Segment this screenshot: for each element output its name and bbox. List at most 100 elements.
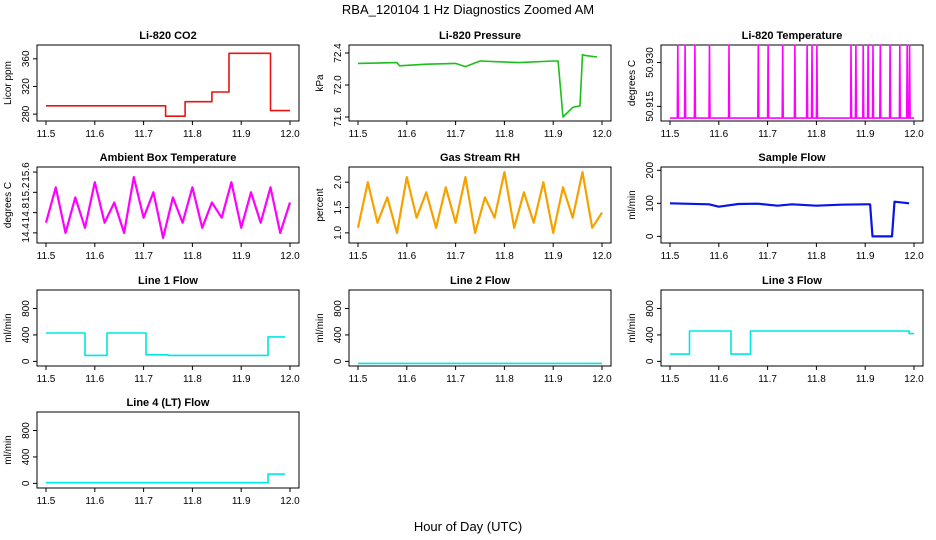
x-tick-label: 12.0: [280, 129, 300, 140]
series-line: [46, 52, 290, 117]
y-tick-label: 320: [21, 78, 32, 95]
chart-title: Ambient Box Temperature: [100, 152, 237, 164]
x-tick-label: 11.9: [544, 374, 563, 385]
y-tick-label: 360: [21, 50, 32, 67]
y-tick-label: 400: [645, 326, 656, 343]
chart-panel-1: Li-820 CO2 Licor ppm 11.5 11.6 11.7 11.8 11.9 1…: [3, 30, 300, 140]
x-tick-label: 11.8: [183, 374, 202, 385]
y-axis-label: ml/min: [627, 313, 638, 342]
series-line: [357, 53, 598, 118]
y-axis-label: ml/min: [3, 435, 14, 464]
chart-panel-6: Sample Flow ml/min 11.5 11.6 11.7 11.8 11.9 12.…: [627, 152, 924, 262]
x-tick-label: 12.0: [904, 129, 924, 140]
chart-title: Li-820 CO2: [139, 30, 196, 42]
chart-title: Line 2 Flow: [450, 275, 510, 287]
chart-panel-2: Li-820 Pressure kPa 11.5 11.6 11.7 11.8 11.9 12…: [315, 30, 612, 140]
plot-frame: [36, 166, 300, 244]
series-line: [669, 200, 910, 238]
x-tick-label: 11.9: [544, 129, 563, 140]
x-tick-label: 11.9: [232, 374, 251, 385]
x-tick-label: 12.0: [280, 374, 300, 385]
y-tick-label: 15.2: [21, 182, 32, 202]
x-tick-label: 12.0: [592, 129, 612, 140]
x-tick-label: 11.8: [495, 129, 514, 140]
plot-frame: [660, 166, 924, 244]
y-tick-label: 15.6: [21, 162, 32, 182]
y-tick-label: 50.930: [645, 47, 656, 78]
x-tick-label: 11.7: [758, 251, 777, 262]
y-tick-label: 0: [645, 233, 656, 239]
x-tick-label: 11.8: [807, 251, 826, 262]
x-tick-label: 11.5: [37, 251, 56, 262]
x-tick-label: 11.5: [37, 129, 56, 140]
y-tick-label: 50.915: [645, 91, 656, 122]
panels-group: Li-820 CO2 Licor ppm 11.5 11.6 11.7 11.8 11.9 1…: [3, 30, 924, 507]
x-tick-label: 11.6: [85, 374, 104, 385]
figure-title: RBA_120104 1 Hz Diagnostics Zoomed AM: [342, 2, 594, 17]
x-tick-label: 11.6: [85, 129, 104, 140]
x-tick-label: 11.5: [349, 129, 368, 140]
chart-panel-7: Line 1 Flow ml/min 11.5 11.6 11.7 11.8 11.9 12.…: [3, 275, 300, 385]
x-tick-label: 12.0: [904, 374, 924, 385]
x-tick-label: 11.7: [134, 496, 153, 507]
x-tick-label: 11.6: [85, 496, 104, 507]
chart-title: Li-820 Pressure: [439, 30, 521, 42]
x-tick-label: 11.6: [709, 251, 728, 262]
x-tick-label: 11.7: [758, 374, 777, 385]
y-tick-label: 2.0: [333, 175, 344, 189]
y-tick-label: 280: [21, 105, 32, 122]
x-tick-label: 11.5: [661, 374, 680, 385]
plot-frame: [660, 44, 924, 122]
chart-title: Line 4 (LT) Flow: [127, 397, 210, 409]
x-tick-label: 11.9: [856, 129, 875, 140]
chart-panel-4: Ambient Box Temperature degrees C 11.5 11.6…: [3, 152, 300, 262]
x-tick-label: 11.7: [134, 374, 153, 385]
plot-frame: [348, 289, 612, 367]
chart-panel-3: Li-820 Temperature degrees C 11.5 11.6 11.7 1…: [627, 30, 924, 140]
x-tick-label: 11.5: [661, 129, 680, 140]
y-tick-label: 800: [333, 300, 344, 317]
x-tick-label: 12.0: [592, 251, 612, 262]
x-tick-label: 11.8: [807, 374, 826, 385]
plot-frame: [36, 289, 300, 367]
chart-panel-9: Line 3 Flow ml/min 11.5 11.6 11.7 11.8 11.9 12.…: [627, 275, 924, 385]
x-tick-label: 11.6: [397, 374, 416, 385]
y-tick-label: 1.5: [333, 200, 344, 214]
series-line: [356, 171, 603, 234]
x-tick-label: 11.7: [134, 129, 153, 140]
x-tick-label: 11.7: [134, 251, 153, 262]
y-tick-label: 200: [645, 162, 656, 179]
x-tick-label: 11.9: [544, 251, 563, 262]
x-tick-label: 11.6: [709, 374, 728, 385]
y-tick-label: 71.6: [333, 107, 344, 127]
series-line: [670, 44, 914, 119]
plot-frame: [660, 289, 924, 367]
x-tick-label: 11.9: [232, 129, 251, 140]
x-tick-label: 11.5: [37, 496, 56, 507]
y-tick-label: 400: [21, 326, 32, 343]
x-tick-label: 11.9: [232, 496, 251, 507]
y-axis-label: ml/min: [3, 313, 14, 342]
plot-frame: [348, 166, 612, 244]
x-tick-label: 11.6: [397, 251, 416, 262]
y-tick-label: 800: [21, 300, 32, 317]
y-axis-label: degrees C: [627, 60, 638, 106]
chart-title: Gas Stream RH: [440, 152, 520, 164]
y-axis-label: ml/min: [627, 190, 638, 219]
x-tick-label: 12.0: [280, 496, 300, 507]
series-line: [46, 332, 286, 357]
y-tick-label: 72.4: [333, 43, 344, 63]
y-tick-label: 400: [21, 448, 32, 465]
x-tick-label: 11.9: [856, 251, 875, 262]
y-tick-label: 0: [645, 358, 656, 364]
series-line: [44, 176, 292, 239]
y-tick-label: 800: [645, 300, 656, 317]
y-axis-label: kPa: [315, 74, 326, 92]
x-tick-label: 11.5: [349, 374, 368, 385]
x-tick-label: 11.7: [758, 129, 777, 140]
x-tick-label: 11.8: [183, 496, 202, 507]
series-line: [46, 473, 286, 484]
x-tick-label: 11.5: [349, 251, 368, 262]
x-tick-label: 11.7: [446, 129, 465, 140]
